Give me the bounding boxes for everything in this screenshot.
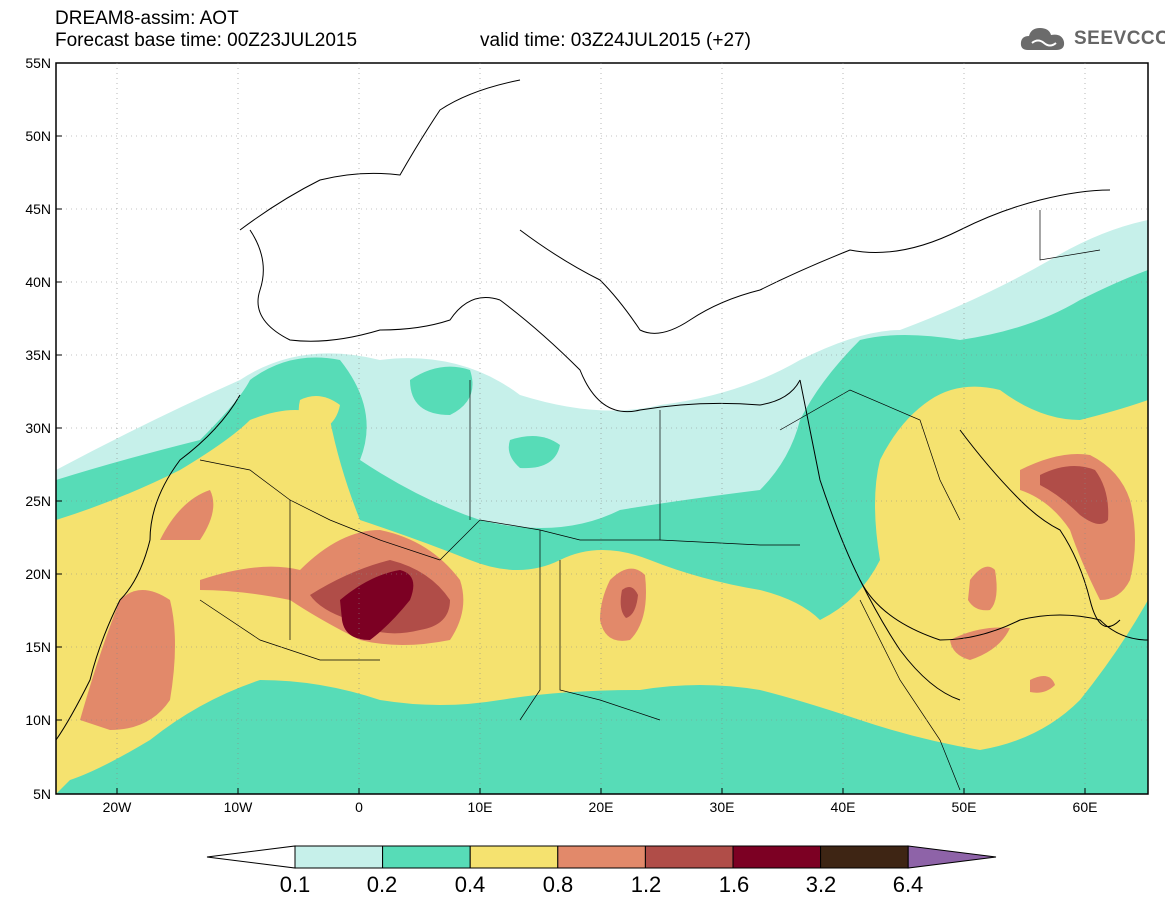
colorbar bbox=[206, 845, 997, 869]
lon-label: 10W bbox=[224, 799, 254, 815]
colorbar-low-arrow bbox=[206, 845, 296, 869]
colorbar-label: 3.2 bbox=[806, 872, 837, 897]
lon-label: 50E bbox=[952, 799, 977, 815]
lat-label: 45N bbox=[25, 201, 51, 217]
lat-label: 20N bbox=[25, 566, 51, 582]
colorbar-swatch bbox=[732, 845, 822, 869]
colorbar-swatch bbox=[820, 845, 909, 869]
colorbar-label: 1.6 bbox=[719, 872, 750, 897]
country-borders bbox=[199, 210, 1101, 791]
cloud-icon bbox=[1020, 28, 1065, 50]
coastlines bbox=[56, 79, 1148, 741]
lat-label: 40N bbox=[25, 274, 51, 290]
colorbar-label: 0.2 bbox=[367, 872, 398, 897]
colorbar-label: 1.2 bbox=[631, 872, 662, 897]
lon-label: 40E bbox=[831, 799, 856, 815]
colorbar-swatch bbox=[382, 845, 471, 869]
seevccc-logo: SEEVCCC bbox=[1018, 24, 1165, 54]
colorbar-high-arrow bbox=[907, 845, 997, 869]
lon-label: 30E bbox=[710, 799, 735, 815]
lat-label: 30N bbox=[25, 420, 51, 436]
lat-label: 50N bbox=[25, 128, 51, 144]
lat-label: 15N bbox=[25, 639, 51, 655]
lat-label: 5N bbox=[33, 786, 51, 802]
lon-label: 60E bbox=[1073, 799, 1098, 815]
logo-text: SEEVCCC bbox=[1074, 28, 1165, 49]
colorbar-swatch bbox=[644, 845, 734, 869]
colorbar-swatch bbox=[294, 845, 384, 869]
aot-shading bbox=[56, 220, 1148, 794]
lat-label: 25N bbox=[25, 493, 51, 509]
lon-labels: 20W 10W 0 10E 20E 30E 40E 50E 60E bbox=[103, 799, 1098, 815]
colorbar-label: 6.4 bbox=[893, 872, 924, 897]
lat-label: 10N bbox=[25, 712, 51, 728]
colorbar-label: 0.8 bbox=[543, 872, 574, 897]
base-time: Forecast base time: 00Z23JUL2015 bbox=[55, 30, 358, 51]
gridlines bbox=[56, 63, 1148, 794]
valid-time: valid time: 03Z24JUL2015 (+27) bbox=[480, 30, 751, 51]
colorbar-label: 0.1 bbox=[280, 872, 311, 897]
map-title: DREAM8-assim: AOT bbox=[55, 8, 239, 29]
colorbar-swatch bbox=[557, 845, 646, 869]
lat-label: 35N bbox=[25, 347, 51, 363]
lon-label: 0 bbox=[355, 799, 363, 815]
lon-label: 20W bbox=[103, 799, 133, 815]
colorbar-swatch bbox=[469, 845, 559, 869]
lat-label: 55N bbox=[25, 55, 51, 71]
tick-marks bbox=[56, 62, 1086, 795]
lat-labels: 55N 50N 45N 40N 35N 30N 25N 20N 15N 10N … bbox=[25, 55, 51, 802]
colorbar-label: 0.4 bbox=[455, 872, 486, 897]
lon-label: 20E bbox=[589, 799, 614, 815]
lon-label: 10E bbox=[468, 799, 493, 815]
colorbar-labels: 0.1 0.2 0.4 0.8 1.2 1.6 3.2 6.4 bbox=[280, 872, 924, 897]
